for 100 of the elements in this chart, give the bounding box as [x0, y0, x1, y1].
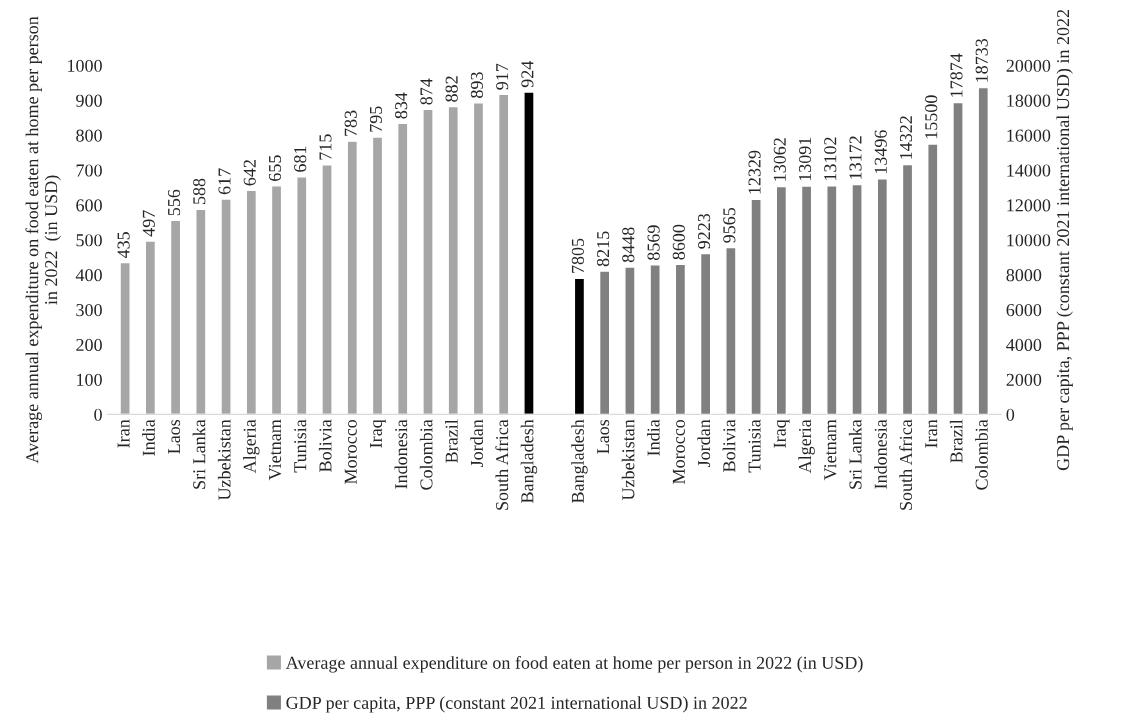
- bar: [346, 140, 359, 415]
- y2-tick-label: 12000: [1007, 199, 1051, 212]
- bar: [598, 270, 611, 415]
- bar: [371, 136, 384, 415]
- bar: [296, 176, 308, 415]
- x-tick-label: Uzbekistan: [217, 419, 231, 501]
- data-label: 783: [344, 110, 357, 136]
- data-label: 681: [294, 146, 307, 172]
- x-tick-label: Vietnam: [268, 419, 282, 481]
- data-label: 13102: [824, 137, 837, 181]
- y-tick-label: 400: [75, 269, 102, 282]
- bar: [422, 108, 434, 415]
- bar: [699, 252, 712, 415]
- x-tick-label: Bangladesh: [520, 419, 538, 503]
- x-tick-label: Iraq: [773, 419, 790, 448]
- data-label: 15500: [925, 95, 938, 139]
- x-tick-label: Brazil: [445, 419, 458, 463]
- data-label: 435: [117, 232, 130, 259]
- y2-tick-label: 2000: [1006, 373, 1042, 386]
- data-label: 642: [243, 160, 256, 186]
- y2-axis-title: GDP per capita, PPP (constant 2021 international USD) in 2022: [1056, 9, 1073, 471]
- x-tick-label: Colombia: [419, 419, 433, 490]
- y-tick-label: 1000: [68, 59, 102, 72]
- bar: [927, 143, 939, 415]
- x-tick-label: Algeria: [798, 419, 815, 474]
- data-label: 882: [445, 76, 458, 102]
- data-label: 13062: [773, 138, 786, 181]
- y-tick-label: 200: [76, 338, 102, 352]
- y-tick-label: 900: [76, 94, 102, 107]
- data-label: 715: [319, 134, 332, 160]
- y-axis-title: Average annual expenditure on food eaten at home per person in 2022 (in USD): [25, 16, 61, 464]
- y2-tick-label: 18000: [1007, 94, 1051, 107]
- x-tick-label: Bolivia: [318, 419, 332, 472]
- bar: [775, 185, 788, 415]
- data-label: 17874: [950, 53, 963, 97]
- bar: [144, 240, 157, 415]
- x-tick-label: Laos: [597, 419, 610, 454]
- x-tick-label: Indonesia: [874, 419, 887, 489]
- data-label: 588: [193, 178, 206, 204]
- bar: [497, 93, 510, 415]
- x-tick-label: Morocco: [672, 419, 685, 484]
- x-tick-label: Jordan: [697, 419, 711, 468]
- bar: [447, 105, 459, 415]
- bar: [800, 185, 813, 415]
- bar: [901, 163, 914, 415]
- x-tick-label: India: [142, 419, 155, 456]
- data-label: 874: [420, 78, 433, 105]
- bar: [573, 277, 586, 415]
- y-tick-label: 300: [76, 303, 102, 317]
- bar: [321, 164, 333, 415]
- bar: [750, 198, 762, 415]
- x-tick-label: Jordan: [470, 419, 483, 468]
- bar: [523, 91, 535, 415]
- y-tick-label: 600: [76, 199, 102, 212]
- x-tick-label: Bangladesh: [571, 419, 588, 503]
- data-label: 9565: [723, 207, 736, 243]
- data-label: 617: [218, 168, 231, 195]
- y2-tick-label: 4000: [1006, 338, 1042, 352]
- bar: [472, 102, 485, 415]
- data-label: 13496: [874, 130, 887, 174]
- x-tick-label: Algeria: [243, 419, 260, 474]
- bar: [119, 261, 131, 415]
- bar: [649, 264, 661, 415]
- x-tick-label: Tunisia: [748, 419, 761, 473]
- bar: [220, 198, 232, 415]
- y2-tick-label: 10000: [1007, 234, 1051, 247]
- x-tick-label: Colombia: [975, 419, 988, 490]
- x-tick-label: Iran: [925, 419, 938, 448]
- data-label: 13091: [798, 137, 812, 181]
- x-tick-label: Brazil: [949, 419, 963, 463]
- bar: [952, 101, 964, 415]
- bar: [169, 219, 182, 415]
- data-label: 556: [167, 189, 181, 216]
- data-label: 12329: [748, 150, 761, 194]
- x-tick-label: Uzbekistan: [621, 419, 635, 501]
- data-label: 893: [470, 72, 483, 98]
- y2-tick-label: 0: [1006, 408, 1015, 421]
- y-tick-label: 500: [76, 234, 102, 247]
- data-label: 795: [369, 106, 383, 132]
- x-tick-label: South Africa: [899, 419, 913, 510]
- data-label: 917: [496, 63, 509, 90]
- bar: [624, 266, 636, 415]
- y2-tick-label: 6000: [1006, 303, 1042, 317]
- bar: [977, 86, 990, 415]
- bar: [876, 178, 889, 415]
- data-label: 834: [395, 92, 408, 119]
- x-tick-label: South Africa: [495, 419, 509, 510]
- x-tick-label: Indonesia: [394, 419, 408, 489]
- x-tick-label: Vietnam: [824, 419, 837, 481]
- bar: [397, 122, 409, 415]
- data-label: 8215: [597, 231, 610, 267]
- bar: [725, 246, 737, 415]
- y-tick-label: 700: [76, 164, 102, 177]
- data-label: 8448: [622, 227, 635, 263]
- x-tick-label: India: [646, 419, 660, 456]
- legend-label: GDP per capita, PPP (constant 2021 international USD) in 2022: [286, 696, 747, 713]
- x-tick-label: Morocco: [344, 419, 357, 484]
- x-tick-label: Sri Lanka: [848, 419, 862, 489]
- y-tick-label: 0: [94, 408, 102, 421]
- y2-tick-label: 16000: [1007, 129, 1051, 142]
